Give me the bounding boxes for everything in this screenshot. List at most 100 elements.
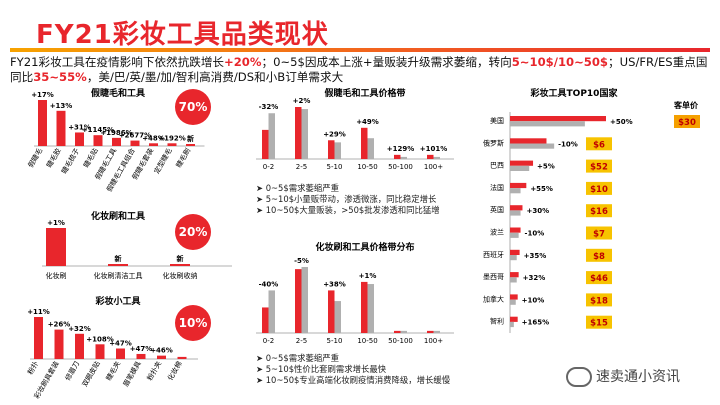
chart-title: 假睫毛和工具 (91, 87, 145, 99)
category-label: 法国 (490, 183, 504, 192)
subtitle-highlight-1: +20% (224, 55, 262, 69)
watermark: 速卖通小资讯 (566, 366, 680, 387)
bar-series-1 (394, 154, 401, 159)
data-label: -10% (558, 140, 578, 148)
data-label: +46% (150, 347, 173, 355)
data-label: +32% (68, 325, 91, 333)
data-label: +1986% (100, 129, 132, 137)
price-label: $6 (593, 140, 605, 150)
category-label: 睫毛夹 (104, 360, 122, 383)
bar (177, 356, 187, 359)
data-label: +47% (109, 340, 132, 348)
bar-series-1 (328, 140, 335, 159)
category-label: 0-2 (263, 163, 274, 171)
bar (149, 143, 158, 146)
data-label: +192% (158, 134, 186, 142)
bar-series-1 (510, 160, 534, 166)
data-label: +32% (523, 274, 546, 282)
data-label: +48% (142, 134, 165, 142)
share-badge-label: 70% (179, 100, 208, 114)
bar-series-2 (400, 330, 407, 333)
category-label: 巴西 (490, 162, 504, 170)
category-label: 5-10 (327, 163, 343, 171)
page-title: FY21彩妆工具品类现状 (36, 20, 329, 50)
bar-series-2 (510, 232, 519, 238)
bar-series-1 (262, 307, 269, 333)
category-label: 粉扑夹 (145, 360, 163, 383)
price-label: $46 (590, 274, 608, 284)
bar-series-2 (400, 156, 407, 159)
bar-series-2 (301, 109, 308, 159)
data-label: +38% (323, 280, 346, 288)
category-label: 化妆刷收纳 (163, 271, 198, 280)
data-label: +5% (537, 163, 555, 171)
price-badge (586, 181, 612, 195)
bar (116, 348, 125, 359)
bar-series-1 (510, 205, 523, 211)
subtitle-text-3: ；US/FR/ES重点国同比 (10, 55, 708, 84)
chart-title: 假睫毛和工具价格带 (324, 87, 405, 99)
data-label: +13% (50, 102, 73, 110)
subtitle-text-1: FY21彩妆工具在疫情影响下依然抗跌增长 (10, 55, 225, 69)
price-label: $18 (590, 296, 608, 306)
category-label: 50-100 (388, 337, 413, 345)
data-label: -10% (525, 230, 545, 238)
page-subtitle: FY21彩妆工具在疫情影响下依然抗跌增长+20%；0~5$因成本上涨+量贩装升级… (10, 55, 710, 85)
share-badge (175, 214, 211, 250)
bar-series-2 (367, 284, 374, 333)
subtitle-text-4: ，美/巴/英/墨/加/智利高消费/DS和小B订单需求大 (86, 70, 344, 84)
data-label: 新 (177, 254, 184, 263)
bar-series-2 (301, 267, 308, 333)
data-label: +11% (27, 308, 50, 316)
category-label: 2-5 (296, 163, 307, 171)
bar-series-2 (268, 290, 275, 333)
bar-series-2 (510, 255, 517, 261)
data-label: +2677% (119, 132, 151, 140)
chart-title: 化妆刷和工具价格带分布 (315, 241, 414, 253)
category-label: 粉扑 (25, 360, 40, 377)
category-label: 100+ (424, 337, 443, 345)
bar-series-1 (510, 227, 521, 233)
category-label: 2-5 (296, 337, 307, 345)
category-label: 睫毛贴 (81, 147, 99, 170)
data-label: +50% (610, 118, 633, 126)
bar (170, 264, 190, 266)
bar-series-1 (295, 269, 302, 333)
bar-series-2 (510, 188, 521, 194)
data-label: +49% (356, 118, 379, 126)
share-badge (175, 305, 211, 341)
chart-title: 彩妆小工具 (94, 295, 140, 307)
category-label: 定型睫毛 (152, 147, 174, 176)
share-badge-label: 20% (179, 225, 208, 239)
data-label: +55% (530, 185, 553, 193)
category-label: 化妆刷 (46, 271, 67, 280)
bar (130, 140, 140, 146)
bar-series-1 (427, 330, 434, 333)
data-label: +1% (47, 219, 65, 227)
category-label: 50-100 (388, 163, 413, 171)
price-badge (586, 159, 612, 173)
price-badge (586, 293, 612, 307)
data-label: +165% (522, 319, 550, 327)
bar (93, 135, 103, 146)
category-label: 俄罗斯 (483, 138, 504, 147)
category-label: 修眉刀 (63, 360, 81, 383)
chart-title: 彩妆工具TOP10国家 (530, 87, 619, 99)
bar (186, 144, 195, 146)
data-label: +17% (31, 91, 54, 99)
bar (46, 228, 66, 266)
data-label: +26% (48, 321, 71, 329)
bar-series-1 (328, 290, 335, 333)
bar-series-1 (510, 316, 518, 322)
data-label: +1% (359, 272, 377, 280)
share-badge (175, 89, 211, 125)
bar (75, 132, 84, 146)
price-label: $8 (593, 252, 605, 262)
data-label: +2% (293, 97, 311, 105)
price-label: $7 (593, 230, 605, 240)
bar-series-2 (433, 330, 440, 333)
subtitle-text-2: ；0~5$因成本上涨+量贩装升级需求萎缩，转向 (261, 55, 512, 69)
category-label: 化妆刷清洁工具 (94, 271, 143, 280)
wechat-icon (566, 367, 592, 387)
